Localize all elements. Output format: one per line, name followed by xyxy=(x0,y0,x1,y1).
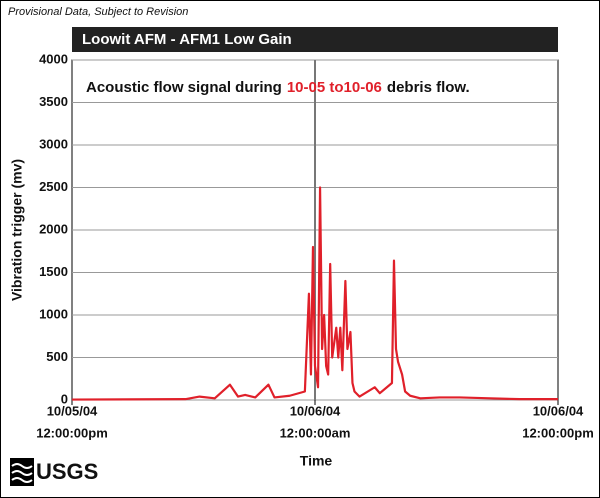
x-tick-label: 10/06/04 xyxy=(533,403,584,418)
x-tick-label: 12:00:00pm xyxy=(36,425,108,440)
logo-text: USGS xyxy=(36,459,98,484)
y-tick-label: 0 xyxy=(61,391,68,406)
annotation-part: 10-05 to10-06 xyxy=(287,79,382,96)
annotation-part: Acoustic flow signal during xyxy=(86,79,282,96)
chart-title: Loowit AFM - AFM1 Low Gain xyxy=(82,31,292,48)
x-tick-label: 10/06/04 xyxy=(290,403,341,418)
x-tick-label: 10/05/04 xyxy=(47,403,98,418)
x-tick-label: 12:00:00am xyxy=(280,425,351,440)
y-axis-label: Vibration trigger (mv) xyxy=(9,159,25,301)
series-line xyxy=(71,186,558,401)
y-tick-label: 1500 xyxy=(39,264,68,279)
y-tick-label: 3500 xyxy=(39,94,68,109)
y-tick-label: 2000 xyxy=(39,221,68,236)
header: Provisional Data, Subject to Revision xyxy=(8,6,188,18)
y-tick-label: 3000 xyxy=(39,136,68,151)
annotation-part: debris flow. xyxy=(387,79,470,96)
y-tick-label: 500 xyxy=(46,349,68,364)
annotation: Acoustic flow signal during 10-05 to10-06… xyxy=(86,79,470,96)
y-tick-label: 4000 xyxy=(39,51,68,66)
x-axis-label: Time xyxy=(300,453,333,469)
title-bar xyxy=(72,27,558,52)
usgs-logo: USGS xyxy=(10,458,98,486)
y-tick-label: 1000 xyxy=(39,306,68,321)
x-tick-label: 12:00:00pm xyxy=(522,425,594,440)
y-tick-label: 2500 xyxy=(39,179,68,194)
